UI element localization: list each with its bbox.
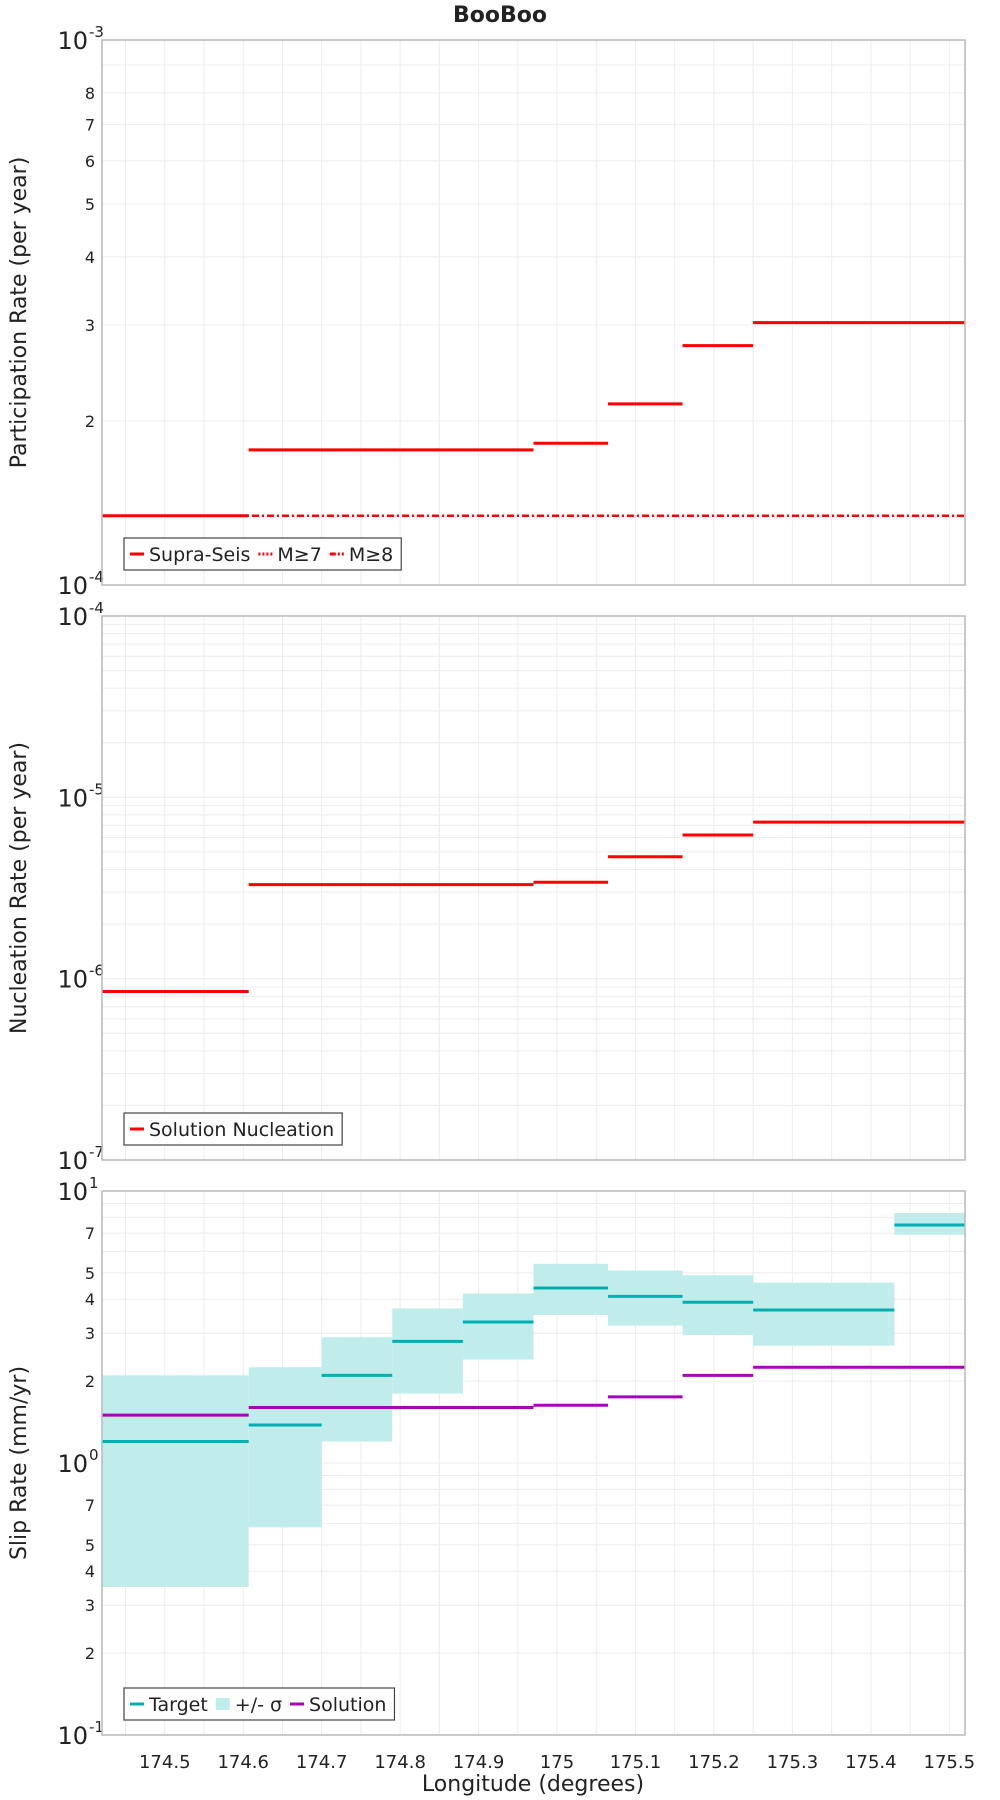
y-axis-label: Nucleation Rate (per year) — [7, 742, 32, 1034]
sigma-band — [102, 1375, 249, 1588]
sigma-band — [321, 1337, 393, 1442]
x-axis-label: Longitude (degrees) — [422, 1772, 644, 1797]
legend-label: +/- σ — [235, 1694, 282, 1716]
y-tick-label: 3 — [85, 1324, 95, 1343]
y-tick-label: 7 — [85, 1224, 95, 1243]
y-tick-label: 2 — [85, 1372, 95, 1391]
y-tick-label: 10 — [57, 966, 88, 994]
x-tick-label: 174.9 — [453, 1752, 505, 1773]
y-tick-exponent: -6 — [89, 962, 104, 980]
legend-swatch — [215, 1698, 230, 1710]
y-tick-label: 5 — [85, 1264, 95, 1283]
y-tick-label: 10 — [57, 27, 88, 55]
x-tick-label: 175 — [540, 1752, 574, 1773]
y-tick-label: 8 — [85, 84, 95, 103]
y-tick-label: 5 — [85, 195, 95, 214]
legend-label: Target — [148, 1694, 208, 1716]
y-tick-label: 3 — [85, 316, 95, 335]
x-tick-label: 174.5 — [139, 1752, 191, 1773]
y-axis-label: Slip Rate (mm/yr) — [7, 1366, 32, 1560]
y-axis-label: Participation Rate (per year) — [7, 157, 32, 469]
y-tick-label: 7 — [85, 1496, 95, 1515]
legend-box — [123, 537, 402, 571]
y-axis-ticks: 10-710-610-510-4 — [57, 599, 104, 1175]
x-tick-label: 174.8 — [374, 1752, 426, 1773]
x-tick-label: 175.3 — [767, 1752, 819, 1773]
y-tick-label: 5 — [85, 1536, 95, 1555]
grid — [102, 40, 965, 585]
y-tick-exponent: 1 — [89, 1174, 99, 1192]
y-tick-exponent: -7 — [89, 1143, 104, 1161]
y-tick-label: 10 — [57, 603, 88, 631]
series-group — [102, 321, 965, 518]
series-group — [102, 820, 965, 993]
y-tick-label: 3 — [85, 1596, 95, 1615]
sigma-band — [462, 1293, 534, 1360]
y-tick-exponent: -4 — [89, 599, 104, 617]
sigma-band — [608, 1270, 683, 1326]
x-tick-label: 174.7 — [296, 1752, 348, 1773]
sigma-band — [753, 1282, 895, 1346]
legend: Target +/- σ Solution — [123, 1687, 396, 1721]
chart-title: BooBoo — [453, 3, 547, 28]
y-tick-label: 4 — [85, 1562, 95, 1581]
series-group — [102, 1213, 965, 1588]
x-tick-label: 175.1 — [610, 1752, 662, 1773]
plot-frame — [101, 39, 966, 586]
x-tick-label: 175.4 — [845, 1752, 897, 1773]
legend-label: Solution Nucleation — [149, 1119, 334, 1141]
y-tick-label: 10 — [57, 1722, 88, 1750]
y-tick-label: 7 — [85, 115, 95, 134]
y-tick-label: 4 — [85, 1290, 95, 1309]
y-tick-exponent: -4 — [89, 568, 104, 586]
y-tick-label: 10 — [57, 1147, 88, 1175]
grid — [102, 616, 965, 1160]
sigma-band — [392, 1308, 463, 1394]
y-tick-label: 2 — [85, 412, 95, 431]
y-tick-exponent: -5 — [89, 780, 104, 798]
x-tick-label: 175.5 — [924, 1752, 976, 1773]
x-tick-label: 175.2 — [688, 1752, 740, 1773]
legend-box — [123, 1687, 396, 1721]
y-tick-exponent: -1 — [89, 1718, 104, 1736]
y-tick-label: 4 — [85, 248, 95, 267]
legend-label: M≥8 — [349, 544, 393, 566]
y-tick-label: 10 — [57, 1450, 88, 1478]
x-tick-label: 174.6 — [217, 1752, 269, 1773]
y-tick-label: 6 — [85, 152, 95, 171]
legend: Solution Nucleation — [123, 1112, 343, 1146]
y-tick-label: 10 — [57, 1178, 88, 1206]
x-axis-ticks: 174.5 174.6 174.7 174.8 174.9 175 175.1 175.2 17… — [139, 1752, 975, 1773]
y-tick-exponent: -3 — [89, 23, 104, 41]
legend-label: Supra-Seis — [149, 544, 250, 566]
y-tick-label: 10 — [57, 784, 88, 812]
plot-frame — [101, 1190, 966, 1736]
plot-frame — [101, 615, 966, 1161]
legend-box — [123, 1112, 343, 1146]
y-tick-label: 10 — [57, 572, 88, 600]
sigma-band — [248, 1367, 322, 1528]
y-tick-exponent: 0 — [89, 1446, 99, 1464]
legend-label: M≥7 — [277, 544, 321, 566]
legend-label: Solution — [309, 1694, 386, 1716]
sigma-band — [682, 1275, 754, 1336]
y-tick-label: 2 — [85, 1644, 95, 1663]
legend: Supra-Seis M≥7 M≥8 — [123, 537, 402, 571]
